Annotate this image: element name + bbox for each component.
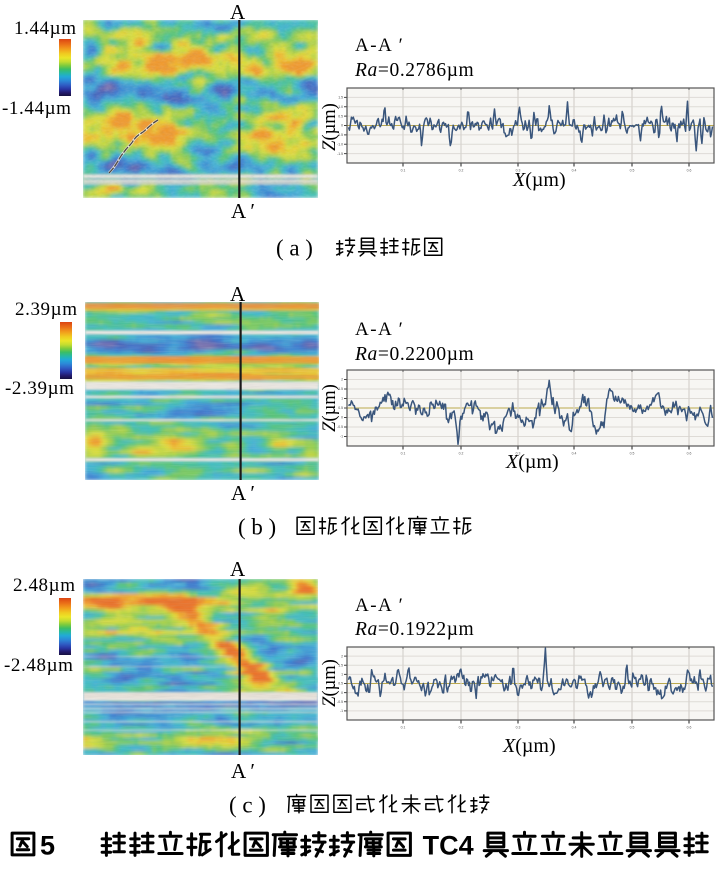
svg-text:TC4: TC4	[423, 831, 474, 861]
svg-text:-1: -1	[340, 709, 343, 713]
svg-text:0.3: 0.3	[516, 452, 521, 456]
svg-text:0: 0	[341, 691, 343, 695]
svg-text:0.4: 0.4	[572, 169, 577, 173]
svg-text:-0.5: -0.5	[337, 425, 343, 429]
svg-text:1.5: 1.5	[338, 387, 343, 391]
svg-text:2: 2	[341, 378, 343, 382]
svg-text:1: 1	[341, 397, 343, 401]
svg-text:0.6: 0.6	[687, 726, 692, 730]
svg-text:0.3: 0.3	[516, 726, 521, 730]
svg-text:0: 0	[341, 124, 343, 128]
svg-text:( a ): ( a )	[276, 236, 313, 261]
svg-text:( c ): ( c )	[229, 793, 266, 818]
svg-text:1.5: 1.5	[338, 663, 343, 667]
svg-text:1.0: 1.0	[338, 105, 343, 109]
svg-text:0.1: 0.1	[401, 452, 406, 456]
svg-text:0.2: 0.2	[459, 169, 464, 173]
svg-text:1.5: 1.5	[338, 96, 343, 100]
svg-text:0.5: 0.5	[630, 169, 635, 173]
svg-text:5: 5	[40, 831, 55, 861]
svg-text:1: 1	[341, 673, 343, 677]
svg-text:0.2: 0.2	[459, 726, 464, 730]
svg-text:0.5: 0.5	[630, 452, 635, 456]
svg-text:-1.5: -1.5	[337, 152, 343, 156]
svg-text:0.1: 0.1	[401, 169, 406, 173]
svg-text:-1: -1	[340, 435, 343, 439]
svg-text:( b ): ( b )	[238, 515, 276, 540]
svg-text:0.4: 0.4	[572, 726, 577, 730]
svg-text:0.6: 0.6	[687, 452, 692, 456]
svg-text:2: 2	[341, 654, 343, 658]
svg-text:-1.0: -1.0	[337, 142, 343, 146]
svg-text:0.5: 0.5	[630, 726, 635, 730]
svg-text:0.6: 0.6	[687, 169, 692, 173]
svg-text:-0.5: -0.5	[337, 133, 343, 137]
svg-text:0: 0	[341, 416, 343, 420]
svg-text:0.5: 0.5	[338, 114, 343, 118]
svg-text:0.2: 0.2	[459, 452, 464, 456]
svg-text:0.5: 0.5	[338, 406, 343, 410]
svg-text:0.5: 0.5	[338, 682, 343, 686]
svg-text:-0.5: -0.5	[337, 700, 343, 704]
svg-text:0.1: 0.1	[401, 726, 406, 730]
svg-text:0.4: 0.4	[572, 452, 577, 456]
svg-text:0.3: 0.3	[516, 169, 521, 173]
